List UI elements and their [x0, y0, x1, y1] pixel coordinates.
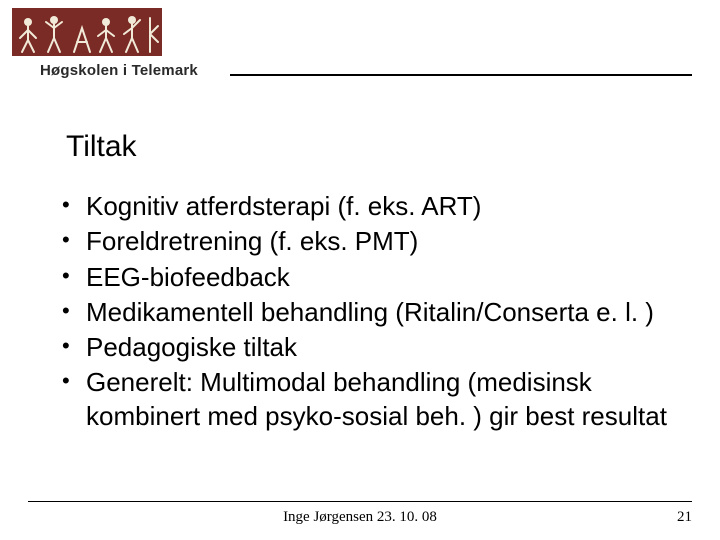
- list-item: •Pedagogiske tiltak: [62, 331, 680, 364]
- header: Høgskolen i Telemark: [0, 0, 720, 90]
- bullet-text: Pedagogiske tiltak: [86, 331, 680, 364]
- bullet-dot: •: [62, 261, 86, 292]
- bullet-text: EEG-biofeedback: [86, 261, 680, 294]
- logo-image: [12, 8, 162, 56]
- bullet-text: Generelt: Multimodal behandling (medisin…: [86, 366, 680, 433]
- bullet-dot: •: [62, 331, 86, 362]
- bullet-dot: •: [62, 366, 86, 397]
- header-divider: [230, 74, 692, 76]
- slide-title: Tiltak: [66, 130, 137, 164]
- bullet-dot: •: [62, 190, 86, 221]
- list-item: •Foreldretrening (f. eks. PMT): [62, 225, 680, 258]
- list-item: •Kognitiv atferdsterapi (f. eks. ART): [62, 190, 680, 223]
- bullet-text: Foreldretrening (f. eks. PMT): [86, 225, 680, 258]
- footer-author-date: Inge Jørgensen 23. 10. 08: [0, 509, 720, 526]
- bullet-dot: •: [62, 296, 86, 327]
- content-area: •Kognitiv atferdsterapi (f. eks. ART) •F…: [62, 190, 680, 435]
- footer-divider: [28, 501, 692, 503]
- list-item: •Generelt: Multimodal behandling (medisi…: [62, 366, 680, 433]
- list-item: •Medikamentell behandling (Ritalin/Conse…: [62, 296, 680, 329]
- list-item: •EEG-biofeedback: [62, 261, 680, 294]
- bullet-dot: •: [62, 225, 86, 256]
- footer-page-number: 21: [677, 509, 692, 526]
- bullet-text: Medikamentell behandling (Ritalin/Conser…: [86, 296, 680, 329]
- bullet-text: Kognitiv atferdsterapi (f. eks. ART): [86, 190, 680, 223]
- brand-text: Høgskolen i Telemark: [40, 62, 198, 79]
- slide: Høgskolen i Telemark Tiltak •Kognitiv at…: [0, 0, 720, 540]
- bullet-list: •Kognitiv atferdsterapi (f. eks. ART) •F…: [62, 190, 680, 433]
